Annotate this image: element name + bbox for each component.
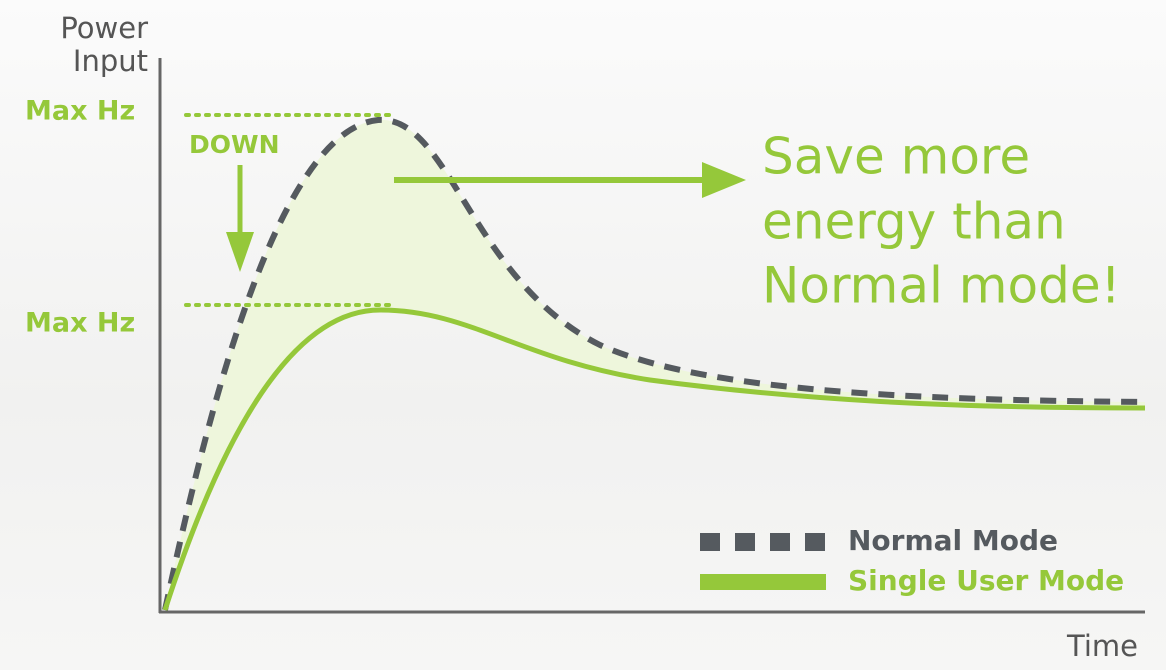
down-arrowhead [226,232,254,272]
level-label: Max Hz [25,96,135,127]
legend-label: Single User Mode [848,564,1124,597]
legend-label: Normal Mode [848,524,1058,557]
x-axis-title: Time [1066,629,1138,663]
message-line: energy than [762,193,1066,251]
level-label: Max Hz [25,308,135,339]
message-line: Normal mode! [762,257,1121,315]
message-arrowhead [702,162,746,198]
single-curve [162,307,1146,611]
y-axis-title: Power [60,11,148,45]
saving-area [165,119,1145,611]
message-line: Save more [762,128,1030,186]
down-label: DOWN [189,130,280,159]
y-axis-title: Input [73,44,148,78]
normal-curve [162,116,1146,611]
